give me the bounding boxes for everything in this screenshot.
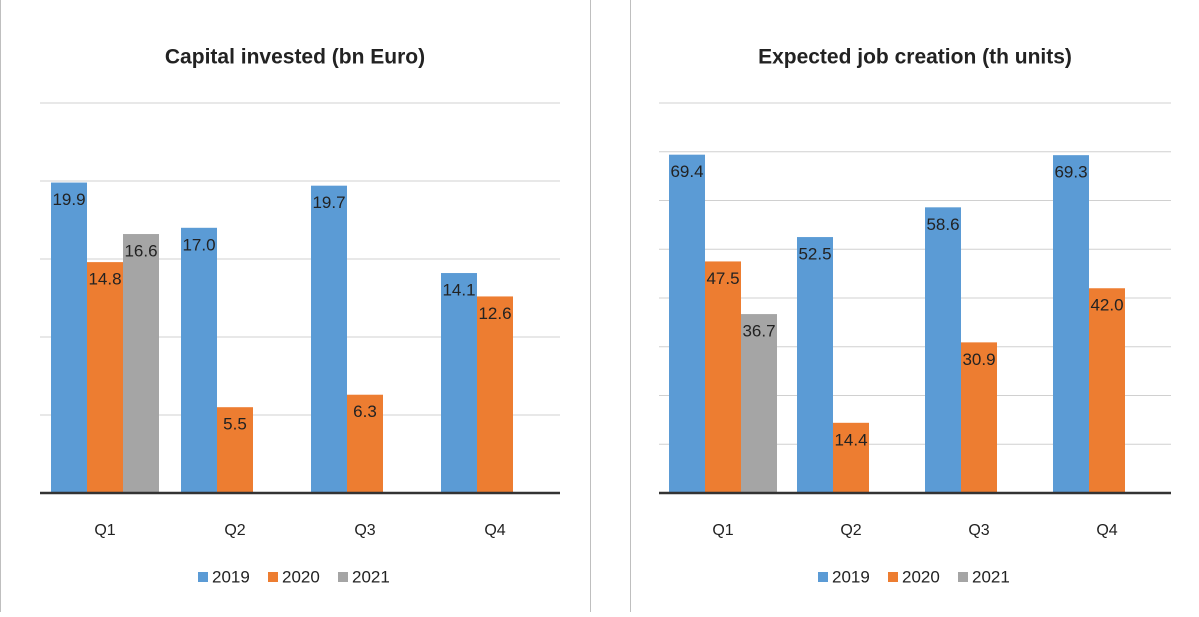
bar — [925, 207, 961, 493]
legend-swatch — [888, 572, 898, 582]
x-tick-label: Q1 — [712, 522, 733, 539]
legend-label: 2021 — [972, 567, 1010, 586]
legend-label: 2020 — [902, 567, 940, 586]
data-label: 14.4 — [834, 430, 867, 449]
bar — [477, 296, 513, 493]
data-label: 69.3 — [1054, 163, 1087, 182]
bar — [311, 186, 347, 493]
legend-label: 2020 — [282, 567, 320, 586]
x-tick-label: Q3 — [968, 522, 989, 539]
data-label: 58.6 — [926, 215, 959, 234]
data-label: 12.6 — [478, 304, 511, 323]
x-tick-label: Q4 — [1096, 522, 1117, 539]
bar — [669, 155, 705, 493]
legend-swatch — [198, 572, 208, 582]
bar — [123, 234, 159, 493]
data-label: 19.9 — [52, 190, 85, 209]
data-label: 14.8 — [88, 270, 121, 289]
legend-swatch — [958, 572, 968, 582]
chart: Expected job creation (th units) Q1 69.4 47… — [659, 46, 1171, 587]
bar — [181, 228, 217, 493]
data-label: 52.5 — [798, 245, 831, 264]
chart-title: Capital invested (bn Euro) — [165, 46, 425, 69]
legend-swatch — [338, 572, 348, 582]
x-tick-label: Q2 — [224, 522, 245, 539]
legend-swatch — [268, 572, 278, 582]
data-label: 30.9 — [962, 350, 995, 369]
bar — [705, 261, 741, 493]
bar — [741, 314, 777, 493]
bar — [1089, 288, 1125, 493]
data-label: 14.1 — [442, 281, 475, 300]
bar — [51, 183, 87, 493]
data-label: 36.7 — [742, 322, 775, 341]
data-label: 69.4 — [670, 162, 703, 181]
data-label: 47.5 — [706, 269, 739, 288]
x-tick-label: Q4 — [484, 522, 505, 539]
legend-label: 2021 — [352, 567, 390, 586]
bar — [797, 237, 833, 493]
legend-swatch — [818, 572, 828, 582]
data-label: 42.0 — [1090, 296, 1123, 315]
x-tick-label: Q2 — [840, 522, 861, 539]
legend-label: 2019 — [212, 567, 250, 586]
legend-label: 2019 — [832, 567, 870, 586]
chart-title: Expected job creation (th units) — [758, 46, 1072, 69]
data-label: 5.5 — [223, 415, 247, 434]
chart: Capital invested (bn Euro) Q1 19.9 14.816.6… — [40, 46, 560, 587]
data-label: 16.6 — [124, 242, 157, 261]
x-tick-label: Q3 — [354, 522, 375, 539]
bar — [1053, 155, 1089, 493]
data-label: 17.0 — [182, 235, 215, 254]
data-label: 6.3 — [353, 402, 377, 421]
bar — [87, 262, 123, 493]
x-tick-label: Q1 — [94, 522, 115, 539]
bar — [441, 273, 477, 493]
data-label: 19.7 — [312, 193, 345, 212]
